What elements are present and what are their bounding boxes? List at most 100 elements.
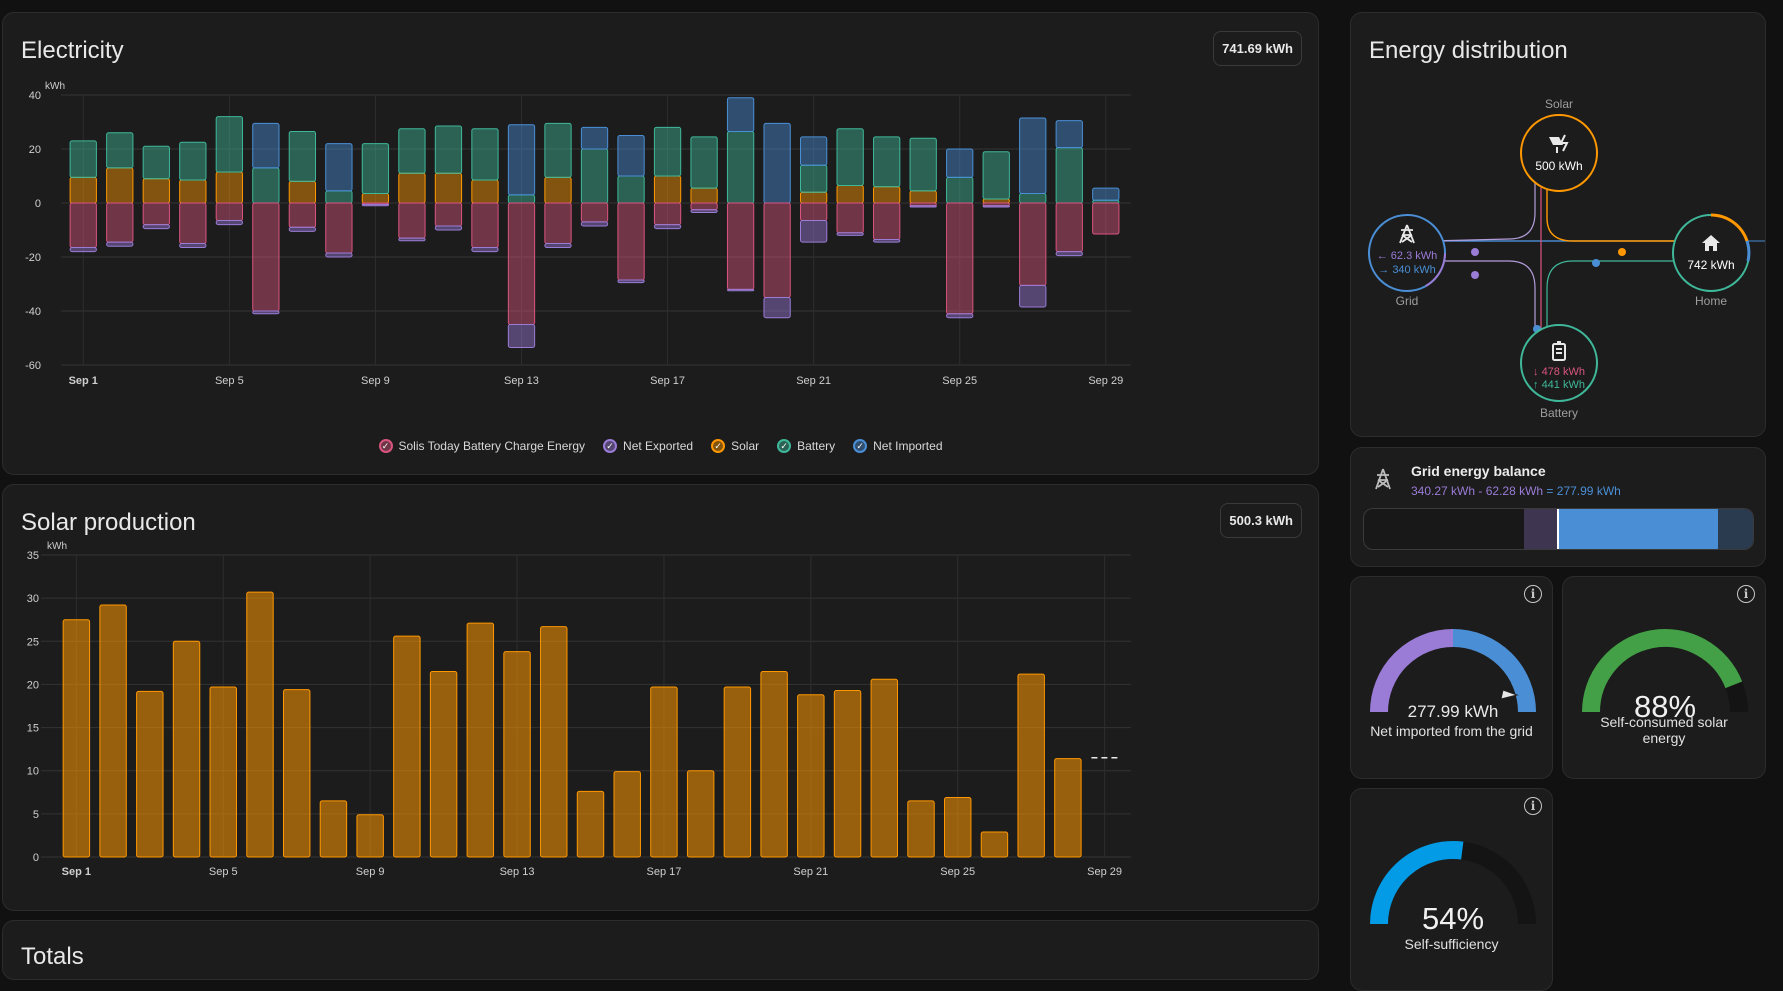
bar-segment-battery[interactable] [653,126,682,177]
bar-segment-net-imported[interactable] [1055,120,1083,149]
bar-segment-net-exported[interactable] [909,205,937,208]
bar-segment-solis-today-battery-charge-energy[interactable] [471,202,499,249]
solar-bar[interactable] [282,689,311,858]
bar-segment-solar[interactable] [179,179,207,204]
bar-segment-solis-today-battery-charge-energy[interactable] [325,202,353,254]
bar-segment-solar[interactable] [873,186,901,204]
bar-segment-solar[interactable] [799,191,828,204]
bar-segment-solar[interactable] [288,180,317,204]
bar-segment-battery[interactable] [507,194,536,204]
bar-segment-net-imported[interactable] [1019,117,1047,195]
bar-segment-net-exported[interactable] [507,324,536,348]
bar-segment-solis-today-battery-charge-energy[interactable] [179,202,207,244]
bar-segment-net-imported[interactable] [1092,187,1120,201]
bar-segment-net-exported[interactable] [726,288,755,292]
info-icon[interactable]: i [1524,797,1542,815]
info-icon[interactable]: i [1524,585,1542,603]
bar-segment-solis-today-battery-charge-energy[interactable] [106,202,134,243]
bar-segment-battery[interactable] [909,137,937,192]
bar-segment-battery[interactable] [434,125,463,174]
solar-bar[interactable] [907,800,935,858]
bar-segment-net-exported[interactable] [690,209,718,213]
bar-segment-net-exported[interactable] [946,313,974,319]
bar-segment-net-exported[interactable] [763,297,791,319]
bar-segment-solar[interactable] [690,187,718,204]
bar-segment-solis-today-battery-charge-energy[interactable] [544,202,572,244]
bar-segment-solis-today-battery-charge-energy[interactable] [580,202,609,223]
bar-segment-solis-today-battery-charge-energy[interactable] [215,202,243,222]
solar-bar[interactable] [760,670,788,858]
bar-segment-battery[interactable] [617,175,645,204]
bar-segment-solar[interactable] [142,178,170,204]
bar-segment-solis-today-battery-charge-energy[interactable] [946,202,974,315]
bar-segment-solis-today-battery-charge-energy[interactable] [726,202,755,290]
legend-item[interactable]: ✓ Solar [711,439,759,453]
solar-bar[interactable] [797,694,825,858]
solar-bar[interactable] [209,686,237,858]
bar-segment-solar[interactable] [909,190,937,204]
bar-segment-net-imported[interactable] [507,124,536,196]
bar-segment-net-exported[interactable] [252,310,280,315]
bar-segment-solis-today-battery-charge-energy[interactable] [1055,202,1083,253]
bar-segment-net-imported[interactable] [763,122,791,204]
bar-segment-net-exported[interactable] [142,224,170,230]
bar-segment-solar[interactable] [215,171,243,204]
bar-segment-net-exported[interactable] [653,224,682,230]
bar-segment-solis-today-battery-charge-energy[interactable] [507,202,536,325]
bar-segment-solis-today-battery-charge-energy[interactable] [873,202,901,240]
solar-bar[interactable] [723,686,752,858]
solar-bar[interactable] [319,800,348,858]
solar-bar[interactable] [356,814,384,858]
bar-segment-battery[interactable] [471,128,499,181]
bar-segment-net-exported[interactable] [544,243,572,249]
bar-segment-solis-today-battery-charge-energy[interactable] [799,202,828,222]
bar-segment-battery[interactable] [106,132,134,169]
bar-segment-solis-today-battery-charge-energy[interactable] [836,202,864,234]
bar-segment-battery[interactable] [215,116,243,173]
bar-segment-net-imported[interactable] [726,97,755,132]
bar-segment-solar[interactable] [361,193,390,204]
bar-segment-solar[interactable] [836,184,864,204]
solar-bar[interactable] [870,678,899,858]
solar-bar[interactable] [429,670,458,858]
bar-segment-solar[interactable] [653,175,682,204]
bar-segment-solis-today-battery-charge-energy[interactable] [142,202,170,226]
bar-segment-net-exported[interactable] [580,221,609,227]
solar-bar[interactable] [466,622,495,858]
bar-segment-battery[interactable] [836,128,864,186]
bar-segment-solis-today-battery-charge-energy[interactable] [252,202,280,312]
bar-segment-net-exported[interactable] [434,225,463,231]
solar-bar[interactable] [136,690,164,858]
bar-segment-solis-today-battery-charge-energy[interactable] [398,202,426,239]
bar-segment-net-imported[interactable] [325,143,353,192]
legend-item[interactable]: ✓ Net Exported [603,439,693,453]
bar-segment-solis-today-battery-charge-energy[interactable] [690,202,718,211]
bar-segment-solis-today-battery-charge-energy[interactable] [653,202,682,226]
bar-segment-solar[interactable] [106,167,134,204]
bar-segment-net-exported[interactable] [471,247,499,253]
bar-segment-solar[interactable] [982,198,1010,204]
bar-segment-solis-today-battery-charge-energy[interactable] [1092,202,1120,235]
bar-segment-net-exported[interactable] [1055,251,1083,257]
solar-bar[interactable] [650,686,678,858]
bar-segment-solar[interactable] [69,176,97,204]
legend-item[interactable]: ✓ Net Imported [853,439,943,453]
bar-segment-solis-today-battery-charge-energy[interactable] [617,202,645,281]
bar-segment-battery[interactable] [544,122,572,178]
solar-node[interactable] [1520,114,1598,192]
solar-bar[interactable] [503,651,531,858]
bar-segment-solis-today-battery-charge-energy[interactable] [763,202,791,298]
legend-item[interactable]: ✓ Solis Today Battery Charge Energy [378,439,585,453]
bar-segment-solis-today-battery-charge-energy[interactable] [69,202,97,249]
bar-segment-net-exported[interactable] [106,241,134,247]
bar-segment-battery[interactable] [1019,193,1047,204]
electricity-chart[interactable]: 40 20 0 -20 -40 -60 kWh Sep 1 Sep 5 Sep 9 Sep 13 Se… [3,73,1319,473]
bar-segment-solar[interactable] [544,176,572,204]
bar-segment-net-exported[interactable] [1019,284,1047,308]
bar-segment-battery[interactable] [982,151,1010,200]
bar-segment-net-exported[interactable] [836,232,864,236]
bar-segment-battery[interactable] [1055,147,1083,204]
solar-bar[interactable] [246,591,274,858]
bar-segment-battery[interactable] [873,136,901,188]
bar-segment-battery[interactable] [726,130,755,204]
